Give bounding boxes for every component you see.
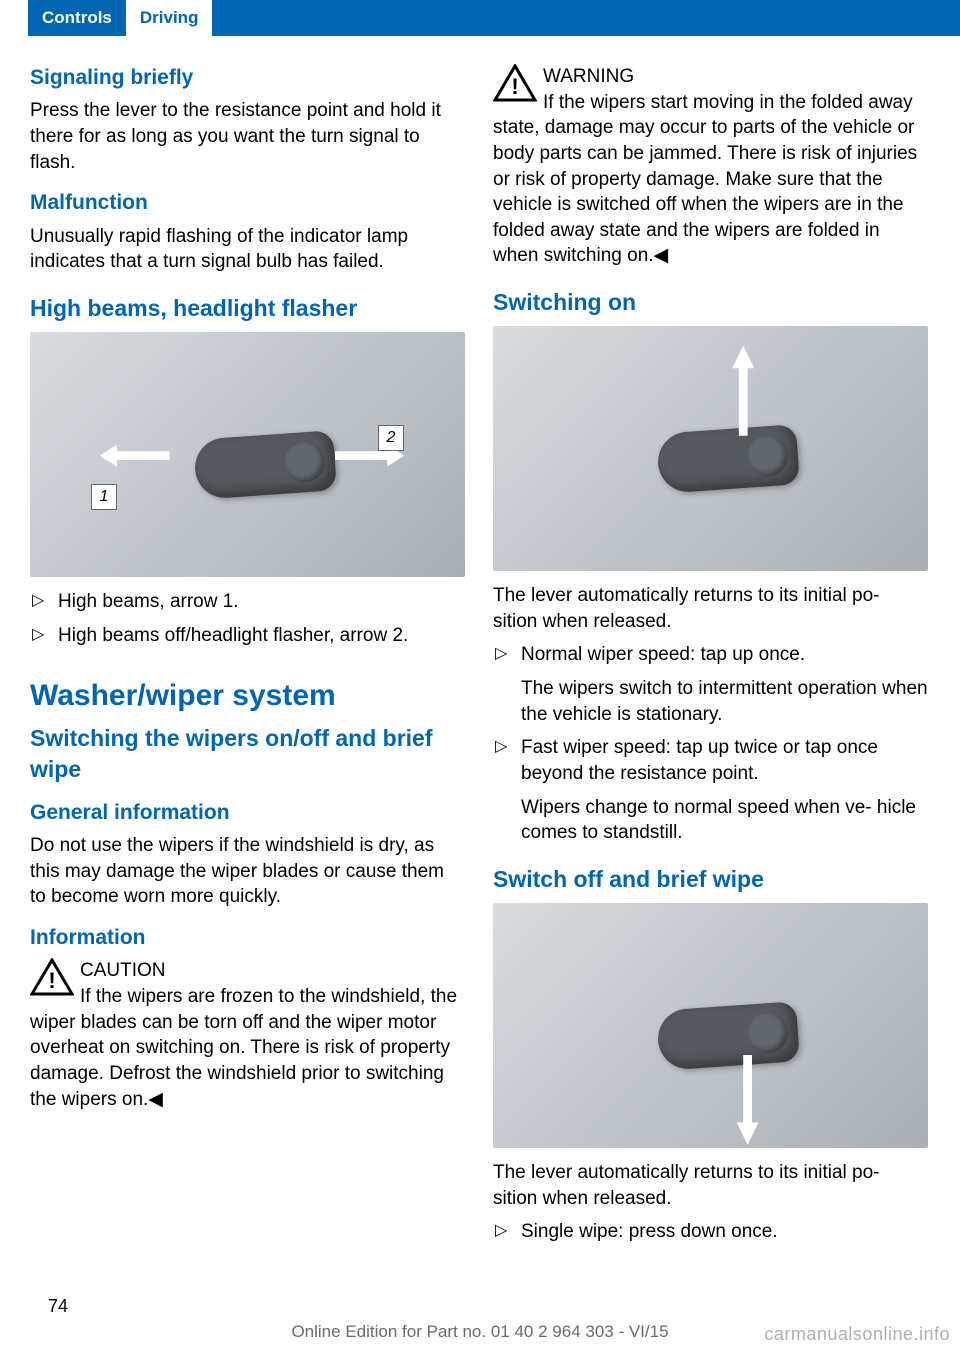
caution-text: CAUTION If the wipers are frozen to the …: [30, 958, 465, 1112]
text-malfunction: Unusually rapid flashing of the indicato…: [30, 224, 465, 275]
heading-general-info: General information: [30, 799, 465, 827]
caution-icon: !: [30, 958, 74, 996]
warning-body: If the wipers start moving in the folded…: [493, 92, 917, 267]
content-area: Signaling briefly Press the lever to the…: [0, 36, 960, 1253]
lever-shape: [193, 430, 337, 500]
list-item: Single wipe: press down once.: [493, 1219, 928, 1245]
figure-switch-off: [493, 903, 928, 1148]
warning-label: WARNING: [543, 66, 634, 87]
tab-controls[interactable]: Controls: [28, 0, 126, 36]
caution-block: ! CAUTION If the wipers are frozen to th…: [30, 958, 465, 1112]
header-pad: [0, 0, 28, 36]
svg-text:!: !: [511, 74, 518, 99]
heading-switching-wipers: Switching the wipers on/off and brief wi…: [30, 723, 465, 785]
callout-2: 2: [378, 425, 404, 451]
list-subtext: Wipers change to normal speed when ve‐ h…: [521, 795, 928, 846]
callout-1: 1: [91, 484, 117, 510]
text-signaling: Press the lever to the resistance point …: [30, 98, 465, 175]
list-switch-on: Normal wiper speed: tap up once.: [493, 642, 928, 668]
list-switch-on-2: Fast wiper speed: tap up twice or tap on…: [493, 735, 928, 786]
figure-highbeams: 1 2: [30, 332, 465, 577]
list-item: High beams off/headlight flasher, arrow …: [30, 623, 465, 649]
tab-driving[interactable]: Driving: [126, 0, 213, 36]
heading-highbeams: High beams, headlight flasher: [30, 293, 465, 324]
caution-body: If the wipers are frozen to the windshie…: [30, 986, 457, 1110]
warning-text: WARNING If the wipers start moving in th…: [493, 64, 928, 269]
heading-malfunction: Malfunction: [30, 189, 465, 217]
lever-shape: [656, 1001, 800, 1071]
heading-washer-wiper: Washer/wiper system: [30, 676, 465, 717]
arrow-left-icon: [100, 445, 170, 467]
figure-switch-on: [493, 326, 928, 571]
warning-block: ! WARNING If the wipers start moving in …: [493, 64, 928, 269]
list-item: High beams, arrow 1.: [30, 589, 465, 615]
warning-icon: !: [493, 64, 537, 102]
caution-label: CAUTION: [80, 960, 166, 981]
lever-shape: [656, 424, 800, 494]
header-bar: Controls Driving: [0, 0, 960, 36]
arrow-up-icon: [732, 346, 754, 436]
arrow-down-icon: [737, 1055, 759, 1145]
left-column: Signaling briefly Press the lever to the…: [30, 60, 465, 1253]
right-column: ! WARNING If the wipers start moving in …: [493, 60, 928, 1253]
header-fill: [212, 0, 960, 36]
list-highbeams: High beams, arrow 1. High beams off/head…: [30, 589, 465, 648]
list-switch-off: Single wipe: press down once.: [493, 1219, 928, 1245]
page-number: 74: [48, 1294, 68, 1318]
list-item: Normal wiper speed: tap up once.: [493, 642, 928, 668]
heading-signaling: Signaling briefly: [30, 64, 465, 92]
text-switch-off: The lever automatically returns to its i…: [493, 1160, 928, 1211]
heading-information: Information: [30, 924, 465, 952]
watermark: carmanualsonline.info: [764, 1322, 950, 1346]
heading-switching-on: Switching on: [493, 287, 928, 318]
text-general-info: Do not use the wipers if the windshield …: [30, 833, 465, 910]
list-item: Fast wiper speed: tap up twice or tap on…: [493, 735, 928, 786]
text-switch-on: The lever automatically returns to its i…: [493, 583, 928, 634]
list-subtext: The wipers switch to intermittent operat…: [521, 676, 928, 727]
heading-switch-off: Switch off and brief wipe: [493, 864, 928, 895]
svg-text:!: !: [48, 968, 55, 993]
